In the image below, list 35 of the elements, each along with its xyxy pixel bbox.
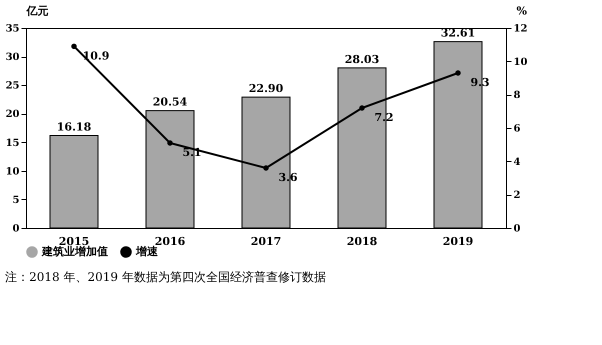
- y-tick-label: 0: [12, 224, 20, 234]
- data-label: 22.90: [248, 82, 284, 96]
- x-tick-label: 2018: [346, 235, 378, 248]
- data-label: 16.18: [56, 120, 92, 134]
- y-tick-label: 10: [6, 166, 20, 178]
- text: 注：2018 年、2019 年数据为第四次全国经济普查修订数据: [5, 270, 326, 284]
- y2-tick-label: 6: [514, 124, 520, 134]
- y2-tick-label: 0: [514, 224, 520, 234]
- y2-tick-label: 10: [514, 56, 528, 68]
- x-tick-label: 2019: [442, 235, 474, 248]
- y-tick-label: 25: [6, 80, 20, 92]
- point: [263, 165, 269, 171]
- y2-tick-label: 4: [514, 156, 520, 168]
- y-tick-label: 30: [6, 52, 20, 64]
- x-tick-label: 2017: [250, 235, 282, 248]
- legend-label: 建筑业增加值: [41, 245, 108, 258]
- data-label: 28.03: [344, 52, 380, 66]
- point: [359, 105, 365, 111]
- y2-axis-title: %: [516, 4, 528, 18]
- y2-tick-label: 12: [514, 24, 528, 34]
- y-axis-title: 亿元: [26, 4, 48, 18]
- data-label: 20.54: [152, 96, 188, 109]
- bar: [50, 135, 98, 228]
- point: [167, 140, 173, 146]
- point: [455, 70, 461, 76]
- point: [71, 44, 77, 50]
- y-tick-label: 20: [6, 109, 20, 120]
- data-label: 10.9: [82, 49, 110, 62]
- legend-label: 增速: [135, 245, 159, 258]
- y2-tick-label: 2: [514, 190, 520, 202]
- y-tick-label: 35: [6, 24, 20, 34]
- x-tick-label: 2016: [154, 235, 186, 248]
- y-tick-label: 15: [6, 138, 20, 149]
- y-tick-label: 5: [12, 194, 20, 206]
- y2-tick-label: 8: [514, 90, 520, 102]
